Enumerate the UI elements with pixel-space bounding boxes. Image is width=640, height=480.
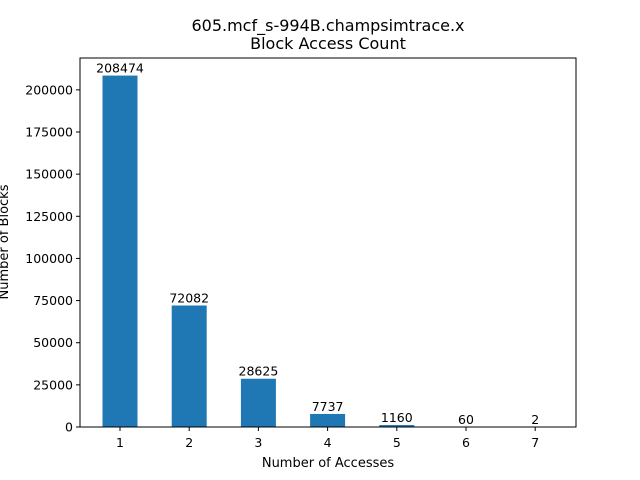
bar-value-label-1: 208474 xyxy=(96,61,144,76)
x-tick-label-4: 4 xyxy=(324,435,332,450)
x-tick-label-5: 5 xyxy=(393,435,401,450)
y-tick-label: 100000 xyxy=(25,251,73,266)
bar-2 xyxy=(171,305,207,427)
bar-value-label-2: 72082 xyxy=(169,290,209,305)
bar-4 xyxy=(310,413,346,427)
x-axis-label: Number of Accesses xyxy=(262,456,395,471)
x-axis-ticks: 1 2 3 4 5 6 7 xyxy=(116,427,539,450)
bar-3 xyxy=(240,378,276,427)
bar-1 xyxy=(102,75,138,428)
y-axis-label: Number of Blocks xyxy=(0,184,12,299)
y-tick-label: 175000 xyxy=(25,124,73,139)
bar-value-label-3: 28625 xyxy=(239,364,279,379)
x-tick-label-3: 3 xyxy=(254,435,262,450)
x-tick-label-6: 6 xyxy=(462,435,470,450)
y-tick-label: 125000 xyxy=(25,209,73,224)
bars-group xyxy=(102,75,553,428)
bar-value-label-5: 1160 xyxy=(381,410,413,425)
chart-subtitle: Block Access Count xyxy=(250,34,406,53)
y-tick-label: 0 xyxy=(65,420,73,435)
chart-title: 605.mcf_s-994B.champsimtrace.x xyxy=(191,16,464,36)
y-tick-label: 25000 xyxy=(33,377,73,392)
x-tick-label-2: 2 xyxy=(185,435,193,450)
y-tick-label: 150000 xyxy=(25,167,73,182)
plot-frame xyxy=(79,57,577,428)
y-axis-ticks: 0 25000 50000 75000 100000 125000 150000 175000… xyxy=(25,82,80,435)
bar-value-label-6: 60 xyxy=(458,412,474,427)
y-tick-label: 50000 xyxy=(33,335,73,350)
bar-value-label-4: 7737 xyxy=(312,399,344,414)
y-tick-label: 200000 xyxy=(25,82,73,97)
y-tick-label: 75000 xyxy=(33,293,73,308)
bar-5 xyxy=(379,425,415,427)
bar-value-label-7: 2 xyxy=(531,412,539,427)
x-tick-label-7: 7 xyxy=(531,435,539,450)
x-tick-label-1: 1 xyxy=(116,435,124,450)
bar-data-labels: 208474 72082 28625 7737 1160 60 2 xyxy=(96,61,539,427)
